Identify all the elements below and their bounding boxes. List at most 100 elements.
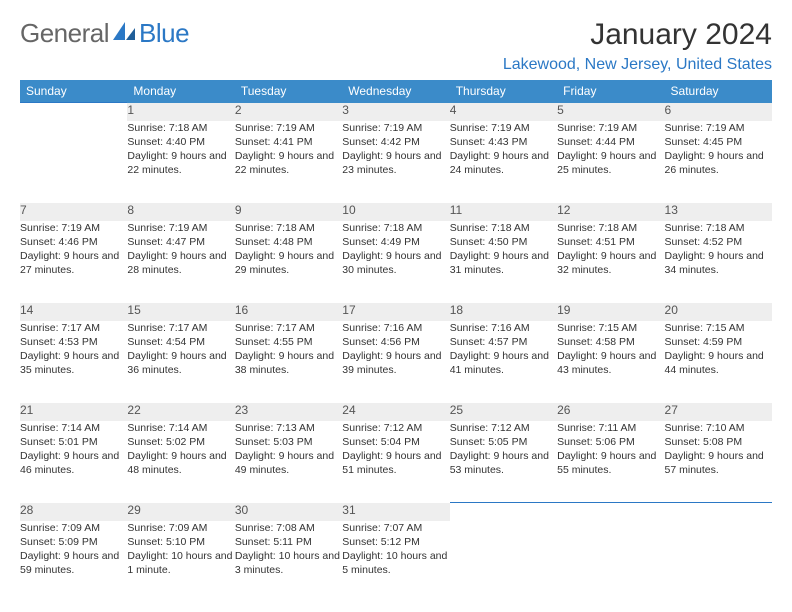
sunrise-line: Sunrise: 7:17 AM <box>235 321 342 335</box>
day-number-cell <box>557 503 664 521</box>
sunset-line: Sunset: 4:44 PM <box>557 135 664 149</box>
sunrise-line: Sunrise: 7:19 AM <box>235 121 342 135</box>
sunrise-line: Sunrise: 7:16 AM <box>450 321 557 335</box>
day-number-cell: 22 <box>127 403 234 421</box>
daylight-line: Daylight: 9 hours and 22 minutes. <box>127 149 234 177</box>
daylight-line: Daylight: 9 hours and 41 minutes. <box>450 349 557 377</box>
day-detail-cell: Sunrise: 7:19 AMSunset: 4:41 PMDaylight:… <box>235 121 342 203</box>
sunset-line: Sunset: 4:43 PM <box>450 135 557 149</box>
page-title: January 2024 <box>503 18 772 52</box>
sunrise-line: Sunrise: 7:17 AM <box>20 321 127 335</box>
day-number-cell: 2 <box>235 103 342 121</box>
day-detail-cell: Sunrise: 7:17 AMSunset: 4:54 PMDaylight:… <box>127 321 234 403</box>
sunrise-line: Sunrise: 7:19 AM <box>557 121 664 135</box>
sunrise-line: Sunrise: 7:08 AM <box>235 521 342 535</box>
day-detail-cell: Sunrise: 7:14 AMSunset: 5:01 PMDaylight:… <box>20 421 127 503</box>
sunrise-line: Sunrise: 7:09 AM <box>127 521 234 535</box>
day-header: Wednesday <box>342 80 449 103</box>
day-detail-cell: Sunrise: 7:09 AMSunset: 5:09 PMDaylight:… <box>20 521 127 603</box>
day-detail-cell: Sunrise: 7:19 AMSunset: 4:44 PMDaylight:… <box>557 121 664 203</box>
day-detail-row: Sunrise: 7:14 AMSunset: 5:01 PMDaylight:… <box>20 421 772 503</box>
day-detail-row: Sunrise: 7:19 AMSunset: 4:46 PM Daylight:… <box>20 221 772 303</box>
day-number-cell: 20 <box>665 303 772 321</box>
day-header: Sunday <box>20 80 127 103</box>
daylight-line: Daylight: 9 hours and 22 minutes. <box>235 149 342 177</box>
day-number-cell: 12 <box>557 203 664 221</box>
day-number-row: 78910111213 <box>20 203 772 221</box>
day-detail-cell: Sunrise: 7:17 AMSunset: 4:55 PMDaylight:… <box>235 321 342 403</box>
sunset-line: Sunset: 4:57 PM <box>450 335 557 349</box>
sunrise-line: Sunrise: 7:18 AM <box>127 121 234 135</box>
sunset-line: Sunset: 4:54 PM <box>127 335 234 349</box>
day-number-cell: 29 <box>127 503 234 521</box>
day-detail-cell: Sunrise: 7:18 AMSunset: 4:48 PMDaylight:… <box>235 221 342 303</box>
day-number-cell: 23 <box>235 403 342 421</box>
daylight-line: Daylight: 10 hours and 1 minute. <box>127 549 234 577</box>
day-header: Saturday <box>665 80 772 103</box>
sunrise-line: Sunrise: 7:11 AM <box>557 421 664 435</box>
sunset-line: Sunset: 4:45 PM <box>665 135 772 149</box>
sunrise-line: Sunrise: 7:19 AM <box>127 221 234 235</box>
day-number-row: 21222324252627 <box>20 403 772 421</box>
sunset-line: Sunset: 4:48 PM <box>235 235 342 249</box>
calendar-table: Sunday Monday Tuesday Wednesday Thursday… <box>20 80 772 603</box>
day-number-cell: 18 <box>450 303 557 321</box>
sunset-line: Sunset: 4:47 PM <box>127 235 234 249</box>
day-number-cell: 13 <box>665 203 772 221</box>
sunset-line: Sunset: 5:03 PM <box>235 435 342 449</box>
sunrise-line: Sunrise: 7:09 AM <box>20 521 127 535</box>
day-detail-cell: Sunrise: 7:15 AMSunset: 4:59 PMDaylight:… <box>665 321 772 403</box>
title-block: January 2024 Lakewood, New Jersey, Unite… <box>503 18 772 74</box>
day-number-cell: 4 <box>450 103 557 121</box>
sunrise-line: Sunrise: 7:18 AM <box>557 221 664 235</box>
day-detail-cell <box>665 521 772 603</box>
sunset-line: Sunset: 4:41 PM <box>235 135 342 149</box>
daylight-line: Daylight: 9 hours and 34 minutes. <box>665 249 772 277</box>
daylight-line: Daylight: 9 hours and 30 minutes. <box>342 249 449 277</box>
day-header-row: Sunday Monday Tuesday Wednesday Thursday… <box>20 80 772 103</box>
day-number-cell: 19 <box>557 303 664 321</box>
sunrise-line: Sunrise: 7:12 AM <box>450 421 557 435</box>
logo-word2: Blue <box>139 18 189 48</box>
sunrise-line: Sunrise: 7:10 AM <box>665 421 772 435</box>
day-number-cell: 6 <box>665 103 772 121</box>
daylight-line: Daylight: 9 hours and 43 minutes. <box>557 349 664 377</box>
sunrise-line: Sunrise: 7:15 AM <box>557 321 664 335</box>
day-detail-cell: Sunrise: 7:11 AMSunset: 5:06 PMDaylight:… <box>557 421 664 503</box>
sunset-line: Sunset: 5:06 PM <box>557 435 664 449</box>
day-detail-cell: Sunrise: 7:12 AMSunset: 5:04 PMDaylight:… <box>342 421 449 503</box>
day-detail-cell <box>450 521 557 603</box>
day-number-cell: 7 <box>20 203 127 221</box>
day-detail-cell: Sunrise: 7:19 AMSunset: 4:45 PMDaylight:… <box>665 121 772 203</box>
daylight-line: Daylight: 9 hours and 59 minutes. <box>20 549 127 577</box>
sunset-line: Sunset: 4:42 PM <box>342 135 449 149</box>
day-detail-cell <box>20 121 127 203</box>
day-detail-cell: Sunrise: 7:18 AMSunset: 4:51 PMDaylight:… <box>557 221 664 303</box>
day-detail-cell: Sunrise: 7:10 AMSunset: 5:08 PMDaylight:… <box>665 421 772 503</box>
logo: General Blue <box>20 18 189 49</box>
daylight-line: Daylight: 9 hours and 29 minutes. <box>235 249 342 277</box>
day-number-row: 14151617181920 <box>20 303 772 321</box>
daylight-line: Daylight: 9 hours and 32 minutes. <box>557 249 664 277</box>
day-detail-cell: Sunrise: 7:07 AMSunset: 5:12 PMDaylight:… <box>342 521 449 603</box>
day-number-cell: 5 <box>557 103 664 121</box>
daylight-line: Daylight: 9 hours and 24 minutes. <box>450 149 557 177</box>
sunset-line: Sunset: 5:12 PM <box>342 535 449 549</box>
daylight-line: Daylight: 10 hours and 5 minutes. <box>342 549 449 577</box>
day-detail-cell: Sunrise: 7:18 AMSunset: 4:50 PMDaylight:… <box>450 221 557 303</box>
day-header: Monday <box>127 80 234 103</box>
day-number-cell: 11 <box>450 203 557 221</box>
sunrise-line: Sunrise: 7:12 AM <box>342 421 449 435</box>
sunset-line: Sunset: 4:40 PM <box>127 135 234 149</box>
sunrise-line: Sunrise: 7:18 AM <box>450 221 557 235</box>
sunrise-line: Sunrise: 7:18 AM <box>342 221 449 235</box>
sunset-line: Sunset: 4:46 PM <box>20 235 127 249</box>
day-number-cell: 28 <box>20 503 127 521</box>
day-detail-cell: Sunrise: 7:18 AMSunset: 4:40 PMDaylight:… <box>127 121 234 203</box>
sunrise-line: Sunrise: 7:18 AM <box>665 221 772 235</box>
sunset-line: Sunset: 5:09 PM <box>20 535 127 549</box>
day-number-cell: 25 <box>450 403 557 421</box>
day-number-cell: 9 <box>235 203 342 221</box>
location-label: Lakewood, New Jersey, United States <box>503 56 772 74</box>
day-detail-cell: Sunrise: 7:19 AMSunset: 4:46 PMDaylight:… <box>20 221 127 303</box>
